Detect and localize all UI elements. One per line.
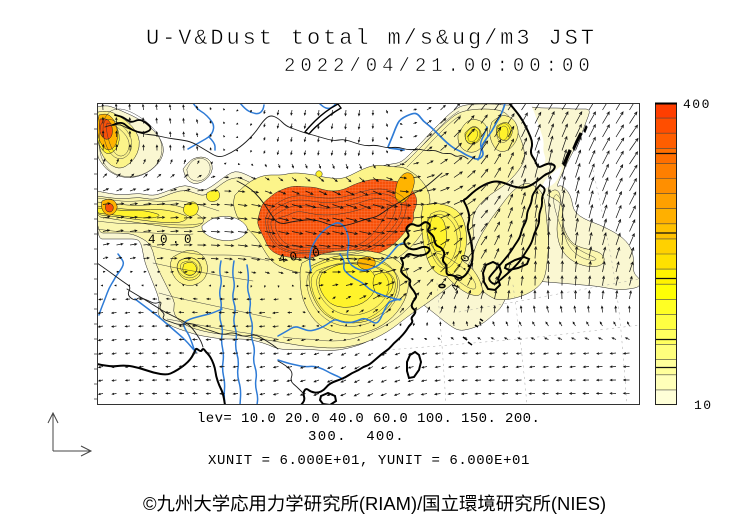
svg-text:40.0: 40.0 [148,233,196,247]
